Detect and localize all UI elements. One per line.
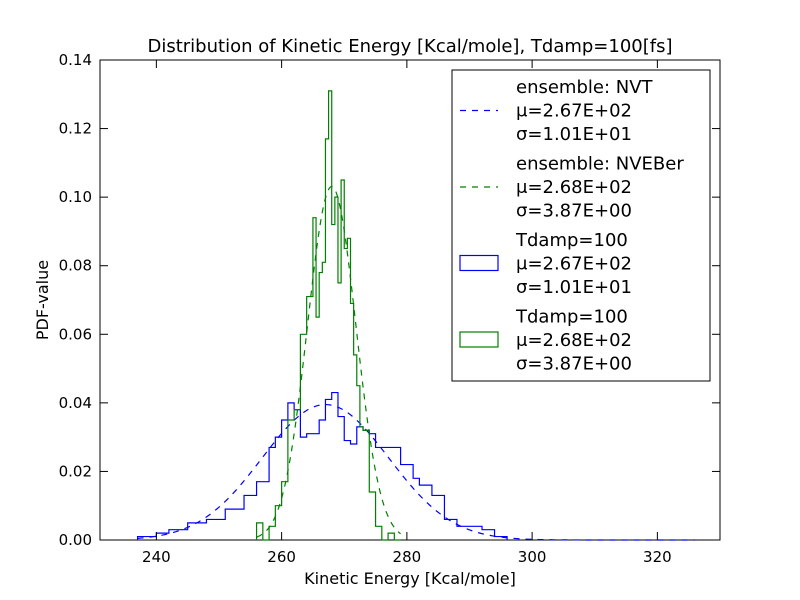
y-axis-ticks: 0.00 0.02 0.04 0.06 0.08 0.10 0.12 0.14 bbox=[59, 51, 720, 549]
y-tick-label: 0.12 bbox=[59, 120, 92, 138]
legend-entry-3-line-2: μ=2.67E+02 bbox=[516, 254, 632, 275]
x-tick-label: 300 bbox=[518, 548, 547, 566]
y-tick-label: 0.08 bbox=[59, 257, 92, 275]
x-tick-label: 240 bbox=[142, 548, 171, 566]
legend-swatch-hist-2 bbox=[459, 331, 499, 348]
legend-entry-2-line-3: σ=3.87E+00 bbox=[516, 201, 632, 222]
legend-box bbox=[451, 69, 711, 382]
legend-swatch-hist-1 bbox=[459, 254, 499, 272]
legend: ensemble: NVTμ=2.67E+02σ=1.01E+01ensembl… bbox=[451, 69, 711, 382]
x-axis-ticks: 240 260 280 300 320 bbox=[142, 60, 672, 566]
y-tick-label: 0.04 bbox=[59, 394, 92, 412]
legend-entry-1-line-3: σ=1.01E+01 bbox=[516, 124, 632, 145]
x-tick-label: 320 bbox=[643, 548, 672, 566]
legend-entry-3-line-1: Tdamp=100 bbox=[515, 230, 628, 251]
legend-entry-2-line-2: μ=2.68E+02 bbox=[516, 177, 632, 198]
fit-curve-1 bbox=[137, 403, 695, 541]
legend-entry-1-line-1: ensemble: NVT bbox=[516, 77, 654, 98]
legend-entry-4-line-1: Tdamp=100 bbox=[515, 307, 628, 328]
histogram-series-1 bbox=[136, 391, 508, 540]
x-axis-label: Kinetic Energy [Kcal/mole] bbox=[304, 569, 516, 588]
x-tick-label: 260 bbox=[267, 548, 296, 566]
y-axis-label: PDF-value bbox=[33, 260, 52, 340]
histogram-steps bbox=[136, 90, 508, 541]
y-tick-label: 0.02 bbox=[59, 462, 92, 480]
y-tick-label: 0.00 bbox=[59, 531, 92, 549]
fit-curves bbox=[137, 185, 695, 541]
legend-entry-4-line-2: μ=2.68E+02 bbox=[516, 330, 632, 351]
chart-title: Distribution of Kinetic Energy [Kcal/mol… bbox=[147, 36, 672, 57]
legend-entry-4-line-3: σ=3.87E+00 bbox=[516, 354, 632, 375]
x-tick-label: 280 bbox=[393, 548, 422, 566]
histogram-series-2 bbox=[255, 90, 401, 541]
legend-entry-1-line-2: μ=2.67E+02 bbox=[516, 101, 632, 122]
y-tick-label: 0.14 bbox=[59, 51, 92, 69]
legend-entry-2-line-1: ensemble: NVEBer bbox=[516, 154, 684, 175]
fit-curve-2 bbox=[256, 185, 401, 538]
y-tick-label: 0.06 bbox=[59, 325, 92, 343]
legend-entry-3-line-3: σ=1.01E+01 bbox=[516, 277, 632, 298]
y-tick-label: 0.10 bbox=[59, 188, 92, 206]
